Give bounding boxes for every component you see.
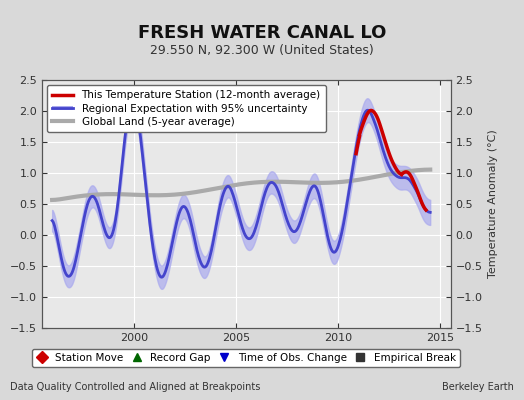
regional xyxy=(158,275,165,280)
regional xyxy=(112,219,118,224)
Legend: Station Move, Record Gap, Time of Obs. Change, Empirical Break: Station Move, Record Gap, Time of Obs. C… xyxy=(32,349,460,367)
global xyxy=(49,198,55,202)
Y-axis label: Temperature Anomaly (°C): Temperature Anomaly (°C) xyxy=(488,130,498,278)
Line: regional: regional xyxy=(52,100,430,277)
Text: Berkeley Earth: Berkeley Earth xyxy=(442,382,514,392)
regional xyxy=(423,208,429,212)
global xyxy=(323,180,329,185)
regional xyxy=(264,186,270,190)
Text: FRESH WATER CANAL LO: FRESH WATER CANAL LO xyxy=(138,24,386,42)
global xyxy=(112,192,118,196)
global xyxy=(91,192,97,197)
Text: 29.550 N, 92.300 W (United States): 29.550 N, 92.300 W (United States) xyxy=(150,44,374,57)
Text: Data Quality Controlled and Aligned at Breakpoints: Data Quality Controlled and Aligned at B… xyxy=(10,382,261,392)
global xyxy=(411,168,417,173)
Legend: This Temperature Station (12-month average), Regional Expectation with 95% uncer: This Temperature Station (12-month avera… xyxy=(47,85,326,132)
global xyxy=(421,167,428,172)
regional xyxy=(130,98,136,103)
regional xyxy=(49,218,55,223)
regional xyxy=(91,195,97,200)
regional xyxy=(427,210,433,215)
Line: global: global xyxy=(52,170,430,200)
global xyxy=(427,167,433,172)
global xyxy=(262,180,268,184)
regional xyxy=(324,233,331,238)
regional xyxy=(413,188,419,192)
